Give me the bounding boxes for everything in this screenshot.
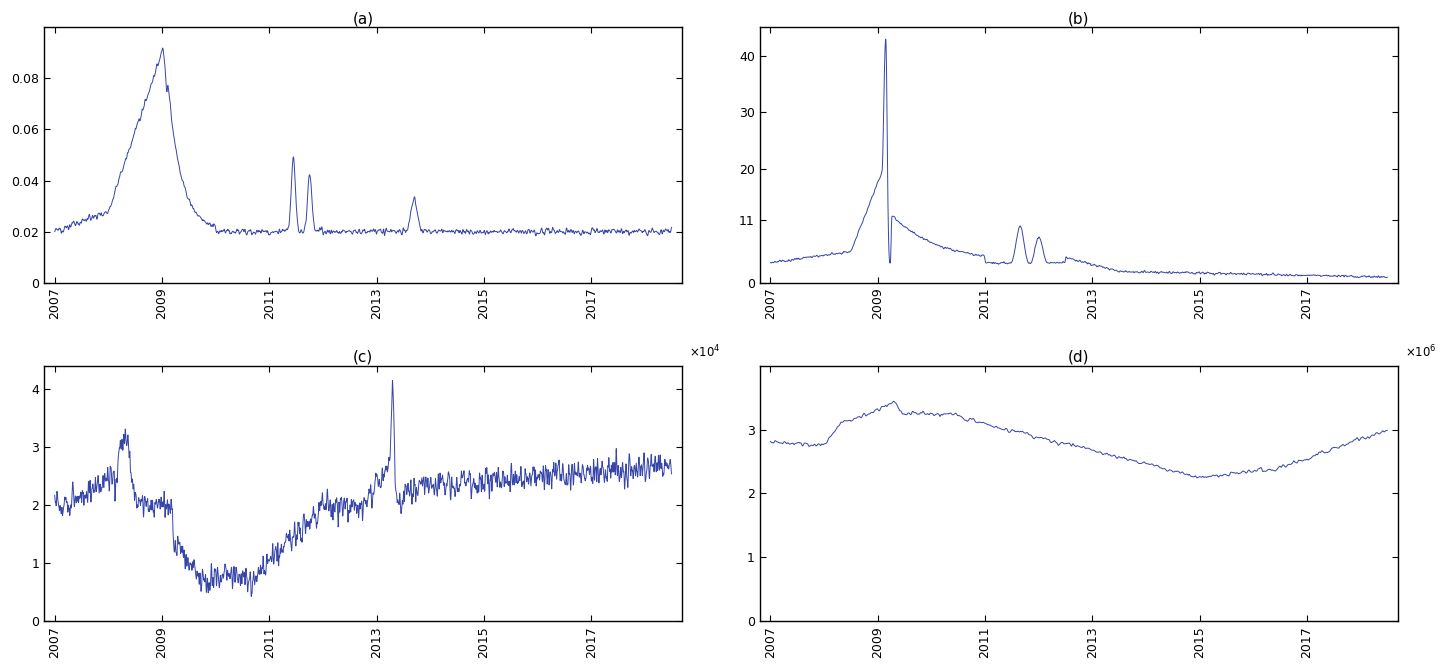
Text: $\times10^4$: $\times10^4$ <box>688 344 720 361</box>
Title: (b): (b) <box>1069 11 1090 26</box>
Text: $\times10^6$: $\times10^6$ <box>1404 344 1436 361</box>
Title: (a): (a) <box>353 11 373 26</box>
Title: (d): (d) <box>1069 350 1090 365</box>
Title: (c): (c) <box>353 350 373 365</box>
